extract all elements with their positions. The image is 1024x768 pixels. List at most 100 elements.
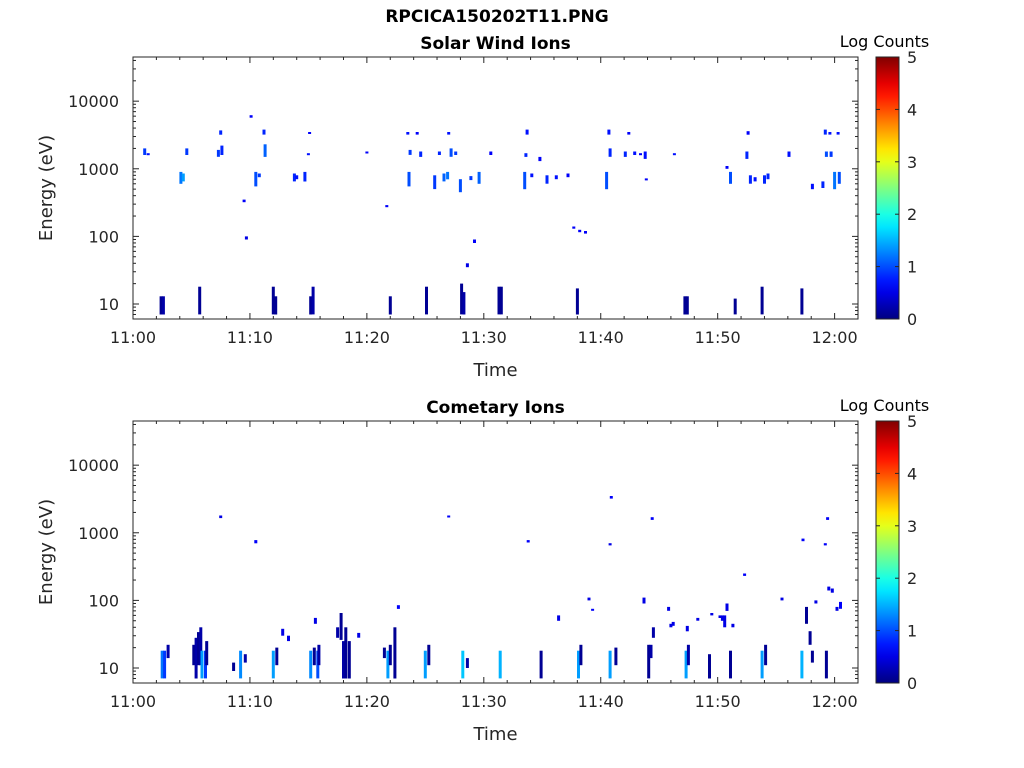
data-cell xyxy=(647,644,651,679)
data-cell xyxy=(287,635,290,642)
colorbar-tick-label: 1 xyxy=(907,258,917,277)
data-cell xyxy=(837,171,841,184)
x-tick-label: 11:30 xyxy=(461,692,507,711)
data-cell xyxy=(649,644,653,659)
data-cell xyxy=(651,627,655,638)
data-cell xyxy=(801,538,805,542)
data-cell xyxy=(753,177,757,182)
data-cell xyxy=(591,608,595,611)
data-cell xyxy=(743,573,747,576)
data-cell xyxy=(745,151,749,159)
x-tick-label: 11:40 xyxy=(578,328,624,347)
data-cell xyxy=(609,496,613,499)
data-cell xyxy=(545,175,549,184)
data-cell xyxy=(696,617,700,621)
data-cell xyxy=(433,175,437,190)
data-cell xyxy=(805,606,808,624)
data-cell xyxy=(198,286,202,315)
data-cell xyxy=(344,627,348,679)
colorbar-gradient xyxy=(875,56,900,320)
data-cell xyxy=(257,173,261,178)
data-cell xyxy=(419,151,423,157)
data-cell xyxy=(239,650,243,679)
data-cell xyxy=(499,286,503,315)
data-cell xyxy=(725,166,729,169)
data-cell xyxy=(824,650,828,679)
data-cell xyxy=(232,662,236,671)
data-cell xyxy=(336,627,340,638)
axes-frame xyxy=(132,420,859,684)
data-cell xyxy=(447,132,451,135)
data-cell xyxy=(460,283,464,315)
data-cell xyxy=(575,288,579,315)
data-cell xyxy=(365,151,369,154)
data-cell xyxy=(627,132,631,135)
data-cell xyxy=(339,613,343,640)
data-cell xyxy=(393,627,397,679)
y-tick-label: 10 xyxy=(99,295,119,314)
data-cell xyxy=(539,650,543,679)
data-cell xyxy=(254,171,258,187)
data-cell xyxy=(219,515,223,519)
y-tick-label: 100 xyxy=(88,591,119,610)
data-cell xyxy=(683,296,687,315)
data-cell xyxy=(577,650,580,679)
data-cell xyxy=(317,644,321,666)
data-cell xyxy=(760,650,764,679)
data-cell xyxy=(477,171,481,184)
data-cell xyxy=(748,175,752,184)
data-cell xyxy=(827,586,831,591)
data-cell xyxy=(274,296,278,315)
data-cell xyxy=(684,650,688,679)
data-cell xyxy=(423,650,427,679)
x-tick-label: 11:20 xyxy=(344,692,390,711)
data-cell xyxy=(275,647,279,666)
data-cell xyxy=(710,613,714,616)
data-cell xyxy=(313,617,317,624)
data-cell xyxy=(306,153,310,156)
x-axis-label: Time xyxy=(472,724,517,745)
data-cell xyxy=(308,132,312,134)
data-cell xyxy=(800,288,804,315)
data-cell xyxy=(830,588,834,593)
data-cell xyxy=(160,650,164,679)
data-cell xyxy=(538,156,542,162)
data-cell xyxy=(199,627,203,666)
data-cell xyxy=(407,171,411,187)
colorbar-tick-label: 3 xyxy=(907,153,917,172)
data-cell xyxy=(614,647,618,666)
data-cell xyxy=(669,623,673,628)
y-tick-label: 1000 xyxy=(78,160,119,179)
data-cell xyxy=(292,173,296,182)
colorbar-tick-label: 4 xyxy=(907,100,917,119)
data-cell xyxy=(808,631,812,645)
data-cell xyxy=(821,181,825,188)
data-cell xyxy=(243,654,247,663)
data-cell xyxy=(729,650,732,679)
colorbar-label: Log Counts xyxy=(840,396,930,415)
data-cell xyxy=(312,647,316,666)
colorbar-tick-label: 5 xyxy=(907,48,917,67)
x-tick-label: 11:10 xyxy=(227,328,273,347)
colorbar-gradient xyxy=(875,420,900,684)
data-cell xyxy=(667,606,671,611)
data-cell xyxy=(685,296,689,315)
data-cell xyxy=(833,171,837,190)
data-cell xyxy=(396,605,400,609)
data-cell xyxy=(766,173,770,180)
data-cell xyxy=(262,129,266,135)
x-tick-label: 11:20 xyxy=(344,328,390,347)
data-cell xyxy=(572,226,576,229)
data-cell xyxy=(382,647,386,659)
data-cell xyxy=(166,644,170,659)
data-cell xyxy=(216,149,220,157)
x-axis-label: Time xyxy=(472,360,517,381)
data-cell xyxy=(523,171,527,190)
data-cell xyxy=(839,601,842,609)
data-cell xyxy=(836,132,840,135)
data-cell xyxy=(271,650,275,679)
data-cell xyxy=(814,600,818,604)
data-cell xyxy=(415,132,419,135)
